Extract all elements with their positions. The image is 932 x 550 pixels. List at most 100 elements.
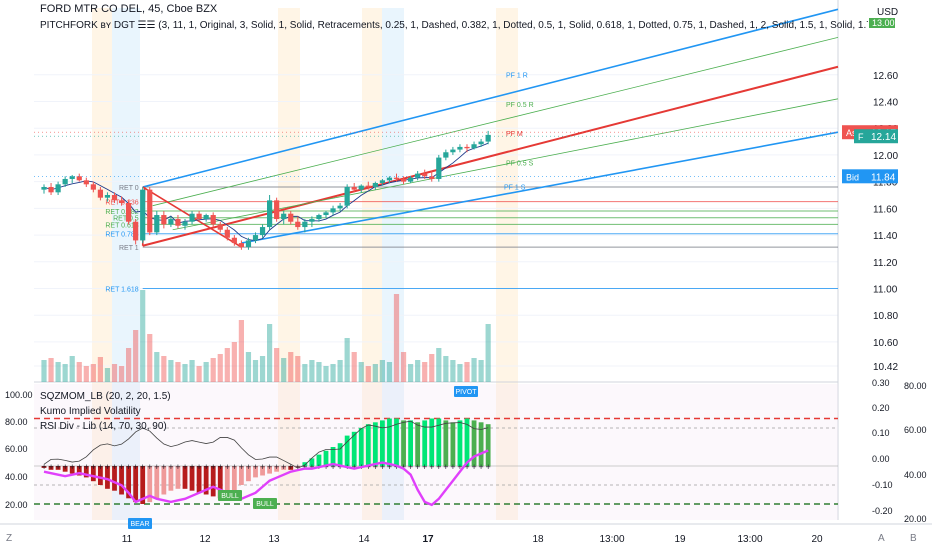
squeeze-bar: [119, 466, 124, 495]
indicator-legend[interactable]: PITCHFORK ʙʏ DGT ☰☰ (3, 11, 1, Original,…: [40, 20, 868, 31]
time-tick-label: 13:00: [737, 534, 762, 545]
squeeze-bar: [457, 420, 463, 466]
squeeze-bar: [295, 466, 301, 468]
time-tick-label: 19: [674, 534, 686, 545]
candle-body: [76, 176, 82, 181]
candle-body: [69, 176, 75, 179]
squeeze-bar: [224, 466, 230, 495]
candle-body: [55, 184, 61, 193]
volume-bar: [76, 362, 82, 382]
pitchfork-upper: [142, 8, 839, 188]
price-tick-label: 10.60: [873, 338, 898, 349]
signal-label: PIVOT: [455, 389, 477, 396]
squeeze-bar: [253, 466, 258, 478]
volume-bar: [217, 354, 223, 382]
candle-body: [203, 215, 209, 220]
oscillator-mid-tick: 0.20: [872, 403, 890, 413]
squeeze-dot: +: [337, 463, 343, 471]
volume-bar: [485, 324, 491, 382]
settings-b-button[interactable]: B: [910, 533, 917, 544]
candle-body: [450, 149, 456, 153]
squeeze-dot: +: [112, 463, 118, 471]
auto-scale-button[interactable]: A: [878, 533, 885, 544]
price-tag-label: Ask: [846, 128, 862, 138]
volume-bar: [259, 356, 266, 382]
volume-bar: [182, 364, 188, 382]
volume-bar: [245, 352, 252, 382]
retracement-label: RET 0.5: [113, 216, 139, 223]
volume-bar: [111, 364, 118, 382]
volume-bar: [358, 362, 364, 382]
squeeze-dot: +: [295, 463, 301, 471]
squeeze-bar: [90, 466, 96, 482]
squeeze-dot: +: [415, 463, 421, 471]
squeeze-dot: +: [394, 463, 400, 471]
squeeze-bar: [182, 466, 188, 489]
squeeze-dot: +: [48, 463, 54, 471]
squeeze-dot: +: [281, 463, 287, 471]
candle-body: [48, 186, 54, 193]
volume-bar: [147, 334, 153, 382]
candle-body: [140, 189, 146, 241]
retracement-label: RET 0: [119, 185, 139, 192]
squeeze-bar: [154, 466, 160, 499]
squeeze-dot: +: [330, 463, 336, 471]
pitchfork-median: [142, 65, 839, 247]
rsi-legend[interactable]: RSI Div - Lib (14, 70, 30, 90): [40, 421, 167, 432]
kumo-legend[interactable]: Kumo Implied Volatility: [40, 406, 141, 417]
squeeze-dot: +: [168, 463, 174, 471]
oscillator-background: [34, 384, 838, 520]
price-tick-label: 12.40: [873, 98, 898, 109]
candle-body: [238, 243, 244, 248]
candle-body: [182, 221, 188, 226]
signal-label-box: [128, 518, 152, 529]
pitchfork-level-label: PF 1 R: [506, 72, 528, 79]
squeeze-dot: +: [260, 463, 266, 471]
squeeze-bar: [471, 420, 477, 466]
pitchfork-inner-line: [172, 98, 839, 231]
top-price-tag-value: 13.00: [872, 18, 895, 28]
squeeze-bar: [189, 466, 195, 491]
volume-bar: [436, 348, 442, 382]
currency-label: USD: [877, 7, 898, 18]
retracement-label: RET 0.382: [105, 209, 138, 216]
squeeze-dot: +: [161, 463, 167, 471]
squeeze-dot: +: [119, 463, 125, 471]
volume-bar: [48, 358, 54, 382]
volume-bar: [104, 368, 111, 382]
sqzmom-legend[interactable]: SQZMOM_LB (20, 2, 20, 1.5): [40, 391, 171, 402]
symbol-title[interactable]: FORD MTR CO DEL, 45, Cboe BZX: [40, 3, 218, 15]
squeeze-dot: +: [182, 463, 188, 471]
squeeze-dot: +: [224, 463, 230, 471]
volume-bar: [400, 352, 407, 382]
volume-bar: [203, 362, 209, 382]
squeeze-dot: +: [62, 463, 68, 471]
volume-bar: [97, 357, 103, 382]
squeeze-dot: +: [478, 463, 484, 471]
squeeze-dot: +: [189, 463, 195, 471]
candle-body: [344, 186, 350, 206]
oscillator-left-tick: 20.00: [5, 500, 28, 510]
candle-body: [309, 219, 315, 222]
volume-bar: [140, 290, 146, 382]
squeeze-bar: [168, 466, 174, 491]
squeeze-bar: [358, 428, 364, 466]
squeeze-dot: +: [41, 463, 47, 471]
squeeze-dot: +: [309, 463, 315, 471]
candle-body: [288, 213, 294, 222]
volume-bar: [323, 366, 329, 382]
price-tick-label: 11.00: [873, 285, 898, 296]
volume-bar: [133, 330, 139, 382]
price-tag-label-box: [854, 129, 868, 144]
volume-bar: [471, 358, 477, 382]
squeeze-bar: [302, 462, 308, 466]
candle-body: [295, 221, 301, 228]
squeeze-bar: [105, 466, 110, 489]
price-tick-label: 11.20: [873, 258, 898, 269]
implied-volatility-line: [43, 420, 489, 469]
squeeze-bar: [260, 466, 265, 476]
squeeze-dot: +: [97, 463, 103, 471]
squeeze-dot: +: [154, 463, 160, 471]
timezone-button[interactable]: Z: [6, 533, 13, 544]
